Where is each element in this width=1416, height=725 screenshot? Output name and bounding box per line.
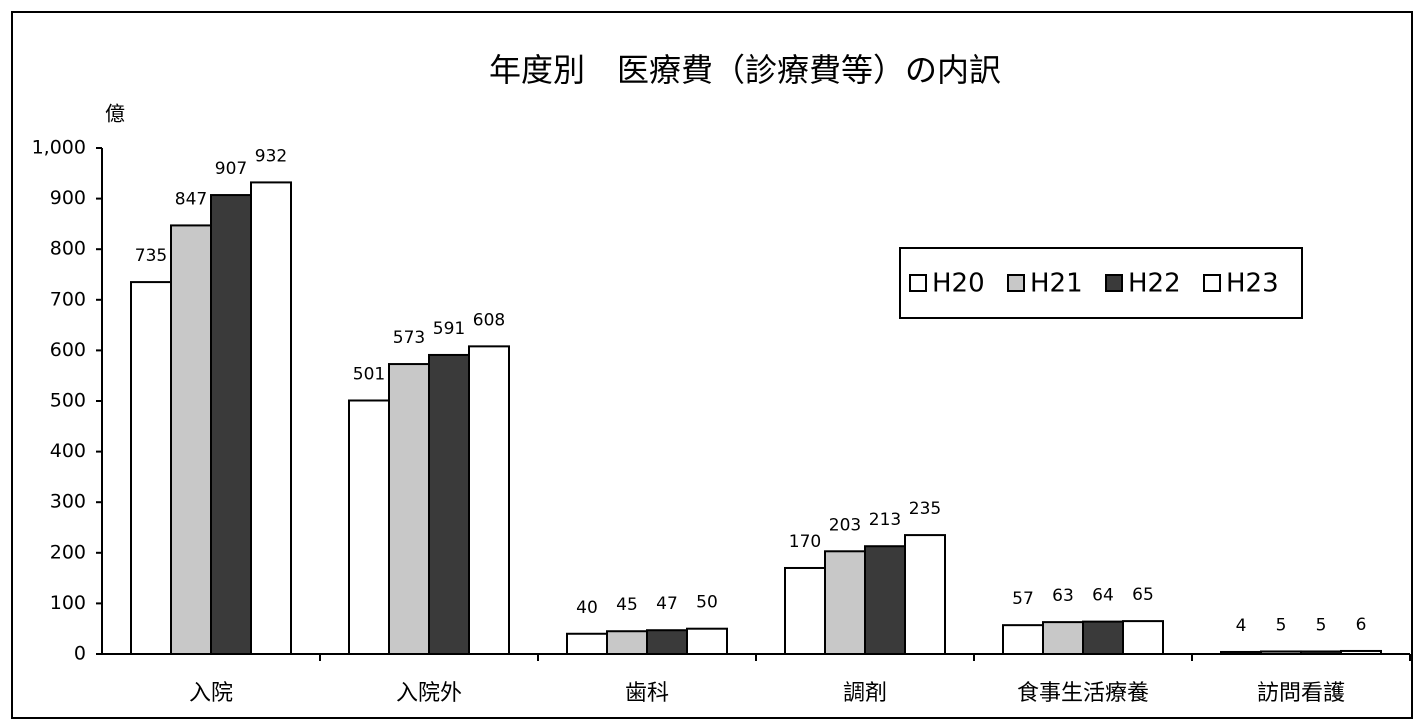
- y-tick-label: 0: [74, 643, 86, 665]
- legend-label: H20: [932, 269, 985, 299]
- value-label: 907: [215, 159, 247, 179]
- y-tick-label: 700: [50, 288, 86, 310]
- bar: [1340, 649, 1382, 655]
- legend-swatch: [1007, 274, 1025, 292]
- x-tick-label: 歯科: [625, 681, 669, 706]
- bar: [824, 550, 866, 655]
- bar: [250, 181, 292, 656]
- bar: [1002, 624, 1044, 656]
- legend-swatch: [1203, 274, 1221, 292]
- legend-swatch: [1105, 274, 1123, 292]
- bar: [606, 630, 648, 655]
- value-label: 5: [1276, 615, 1287, 635]
- bar: [130, 281, 172, 655]
- y-tick-label: 200: [50, 541, 86, 563]
- y-tick-label: 100: [50, 592, 86, 614]
- x-tick-label: 食事生活療養: [1017, 681, 1149, 706]
- x-tick-label: 入院外: [396, 681, 462, 706]
- bar: [904, 534, 946, 656]
- value-label: 4: [1236, 616, 1247, 636]
- legend-label: H21: [1030, 269, 1083, 299]
- value-label: 50: [696, 593, 718, 613]
- legend-swatch: [909, 274, 927, 292]
- bar: [1122, 620, 1164, 655]
- y-tick-label: 1,000: [32, 137, 86, 159]
- chart-title: 年度別 医療費（診療費等）の内訳: [489, 51, 1001, 89]
- value-label: 47: [656, 594, 678, 614]
- value-label: 57: [1012, 589, 1034, 609]
- legend-label: H22: [1128, 269, 1181, 299]
- value-label: 213: [869, 510, 901, 530]
- x-tick-label: 訪問看護: [1257, 681, 1345, 706]
- bar: [1220, 650, 1262, 656]
- bar: [566, 632, 608, 656]
- value-label: 45: [616, 595, 638, 615]
- y-tick-label: 800: [50, 238, 86, 260]
- bar: [646, 629, 688, 656]
- value-label: 6: [1356, 615, 1367, 635]
- x-tick-label: 調剤: [843, 681, 887, 706]
- bar: [468, 345, 510, 655]
- bar: [1042, 621, 1084, 656]
- value-label: 932: [255, 146, 287, 166]
- value-label: 573: [393, 328, 425, 348]
- value-label: 501: [353, 364, 385, 384]
- bar: [864, 545, 906, 655]
- bar: [210, 194, 252, 655]
- value-label: 608: [473, 310, 505, 330]
- value-label: 735: [135, 246, 167, 266]
- value-label: 63: [1052, 586, 1074, 606]
- y-tick-label: 900: [50, 187, 86, 209]
- bar: [1082, 620, 1124, 656]
- bar: [428, 353, 470, 655]
- value-label: 40: [576, 598, 598, 618]
- value-label: 170: [789, 532, 821, 552]
- value-label: 65: [1132, 585, 1154, 605]
- value-label: 847: [175, 189, 207, 209]
- legend-label: H23: [1226, 269, 1279, 299]
- bar: [348, 399, 390, 655]
- value-label: 64: [1092, 586, 1114, 606]
- bar: [686, 627, 728, 656]
- x-tick-label: 入院: [189, 681, 233, 706]
- legend-box: [899, 247, 1303, 319]
- y-tick-label: 400: [50, 440, 86, 462]
- y-tick-label: 300: [50, 491, 86, 513]
- chart-frame: [11, 11, 1413, 719]
- bar: [388, 363, 430, 655]
- y-axis-label: 億: [105, 102, 125, 126]
- bar: [784, 566, 826, 655]
- bar: [170, 224, 212, 655]
- y-tick-label: 500: [50, 390, 86, 412]
- y-tick-label: 600: [50, 339, 86, 361]
- value-label: 591: [433, 319, 465, 339]
- value-label: 203: [829, 515, 861, 535]
- value-label: 235: [909, 499, 941, 519]
- bar: [1300, 650, 1342, 655]
- value-label: 5: [1316, 615, 1327, 635]
- bar: [1260, 650, 1302, 655]
